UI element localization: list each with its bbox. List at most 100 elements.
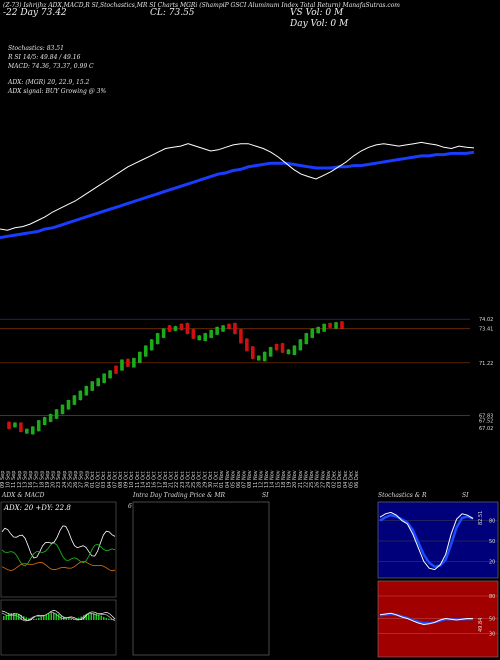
adx-line	[1, 525, 116, 559]
candle-body	[84, 386, 89, 396]
rsi-signal-line	[379, 612, 474, 625]
date-tick-label: 30 Sep	[84, 471, 90, 488]
day-volume-label: Day Vol: 0 M	[290, 19, 349, 29]
macd-histogram-bar	[73, 618, 75, 620]
candle-body	[239, 329, 243, 344]
candle-body	[251, 346, 255, 359]
macd-readout: MACD: 74.36, 73.37, 0.99 C	[8, 63, 94, 70]
date-tick-label: 17 Sep	[34, 471, 40, 488]
date-tick-label: 22 Oct	[174, 471, 180, 488]
date-tick-label: 20 Nov	[292, 470, 298, 488]
macd-histogram-bar	[45, 614, 47, 620]
macd-histogram-bar	[25, 617, 27, 620]
stoch-signal-line	[379, 513, 474, 569]
minus-di-line	[1, 560, 116, 572]
date-tick-label: 16 Sep	[28, 471, 34, 488]
date-tick-label: 04 Nov	[225, 470, 231, 488]
date-tick-label: 25 Nov	[309, 470, 315, 488]
macd-histogram-bar	[98, 614, 100, 620]
macd-histogram-bar	[58, 614, 60, 620]
intraday-panel-si: SI	[262, 492, 269, 499]
date-tick-label: 12 Sep	[17, 471, 23, 488]
candle-body	[54, 409, 59, 419]
adx-readout: ADX: (MGR) 20, 22.9, 15.2	[8, 79, 90, 86]
macd-histogram-bar	[113, 618, 115, 620]
date-tick-label: 25 Sep	[67, 471, 73, 488]
candle-body	[197, 335, 202, 341]
stoch-value-label: 82.51	[478, 511, 484, 525]
candle-body	[245, 338, 249, 352]
adx-box-label: ADX: 20 +DY: 22.8	[4, 504, 71, 512]
candle-body	[256, 355, 261, 361]
date-tick-label: 01 Oct	[90, 471, 96, 488]
date-tick-label: 27 Sep	[79, 471, 85, 488]
date-tick-label: 02 Dec	[332, 470, 338, 488]
stoch-k-line	[379, 511, 474, 571]
date-tick-label: 07 Oct	[112, 471, 118, 488]
date-tick-label: 06 Nov	[236, 470, 242, 488]
rsi-tick-label: 80	[489, 594, 495, 600]
date-tick-label: 08 Nov	[247, 470, 253, 488]
rsi-lines: 80 50 30 49.84	[378, 594, 498, 638]
rsi-tick-label: 50	[489, 617, 495, 623]
date-tick-label: 26 Nov	[315, 470, 321, 488]
macd-histogram-bar	[68, 618, 70, 620]
stochastics-readout: Stochastics: 83.51	[8, 45, 64, 52]
date-tick-label: 01 Nov	[219, 470, 225, 488]
macd-histogram-bar	[80, 616, 82, 620]
date-tick-label: 20 Sep	[51, 471, 57, 488]
volume-label: VS Vol: 0 M	[290, 8, 344, 18]
macd-histogram-bar	[35, 618, 37, 620]
date-tick-label: 19 Sep	[45, 471, 51, 488]
intraday-panel-number: 6	[128, 503, 132, 510]
date-tick-label: 05 Dec	[348, 470, 354, 488]
date-tick-label: 18 Sep	[39, 471, 45, 488]
candle-body	[286, 349, 291, 355]
macd-histogram-bar	[83, 615, 85, 620]
macd-histogram-bar	[78, 617, 80, 620]
date-tick-label: 13 Sep	[23, 471, 29, 488]
macd-histogram-bar	[88, 613, 90, 620]
close-line	[0, 141, 475, 231]
date-tick-label: 06 Dec	[354, 470, 360, 488]
price-tick-label: 74.02	[479, 317, 493, 323]
candle-body	[233, 323, 237, 334]
candle-body	[334, 322, 338, 329]
candle-body	[316, 326, 321, 334]
date-tick-label: 14 Oct	[141, 471, 147, 488]
candle-body	[310, 328, 315, 338]
macd-histogram-bar	[65, 617, 67, 620]
date-tick-label: 11 Oct	[135, 471, 141, 488]
candle-body	[25, 428, 29, 434]
price-tick-label: 71.22	[479, 361, 493, 367]
candle-body	[120, 359, 124, 371]
intraday-panel-frame	[132, 501, 270, 656]
date-tick-label: 16 Oct	[152, 471, 158, 488]
signal-line	[1, 611, 116, 622]
date-tick-label: 11 Nov	[253, 470, 259, 488]
stoch-tick-label: 50	[489, 539, 495, 545]
candle-body	[262, 351, 267, 362]
date-tick-label: 02 Oct	[96, 471, 102, 488]
date-tick-label: 05 Nov	[230, 470, 236, 488]
date-tick-label: 30 Oct	[208, 471, 214, 488]
candle-body	[66, 400, 71, 410]
candle-body	[102, 373, 106, 383]
macd-histogram-bar	[93, 613, 95, 620]
date-tick-label: 03 Dec	[337, 470, 343, 488]
candle-body	[209, 330, 213, 338]
candle-body	[19, 422, 23, 432]
date-tick-label: 17 Oct	[157, 471, 163, 488]
macd-histogram-bar	[28, 618, 30, 620]
candle-body	[108, 370, 112, 379]
candle-body	[185, 323, 190, 334]
macd-histogram-bar	[90, 613, 92, 620]
adx-signal-readout: ADX signal: BUY Growing @ 3%	[8, 88, 107, 95]
rsi-readout: R SI 14/5: 49.84 / 49.16	[8, 54, 81, 61]
date-axis: 09 Sep 10 Sep 11 Sep 12 Sep 13 Sep 16 Sep 17 S…	[0, 470, 360, 488]
macd-histogram-bar	[38, 617, 40, 620]
candle-body	[173, 326, 178, 331]
candle-body	[191, 329, 196, 339]
date-tick-label: 28 Oct	[197, 471, 203, 488]
